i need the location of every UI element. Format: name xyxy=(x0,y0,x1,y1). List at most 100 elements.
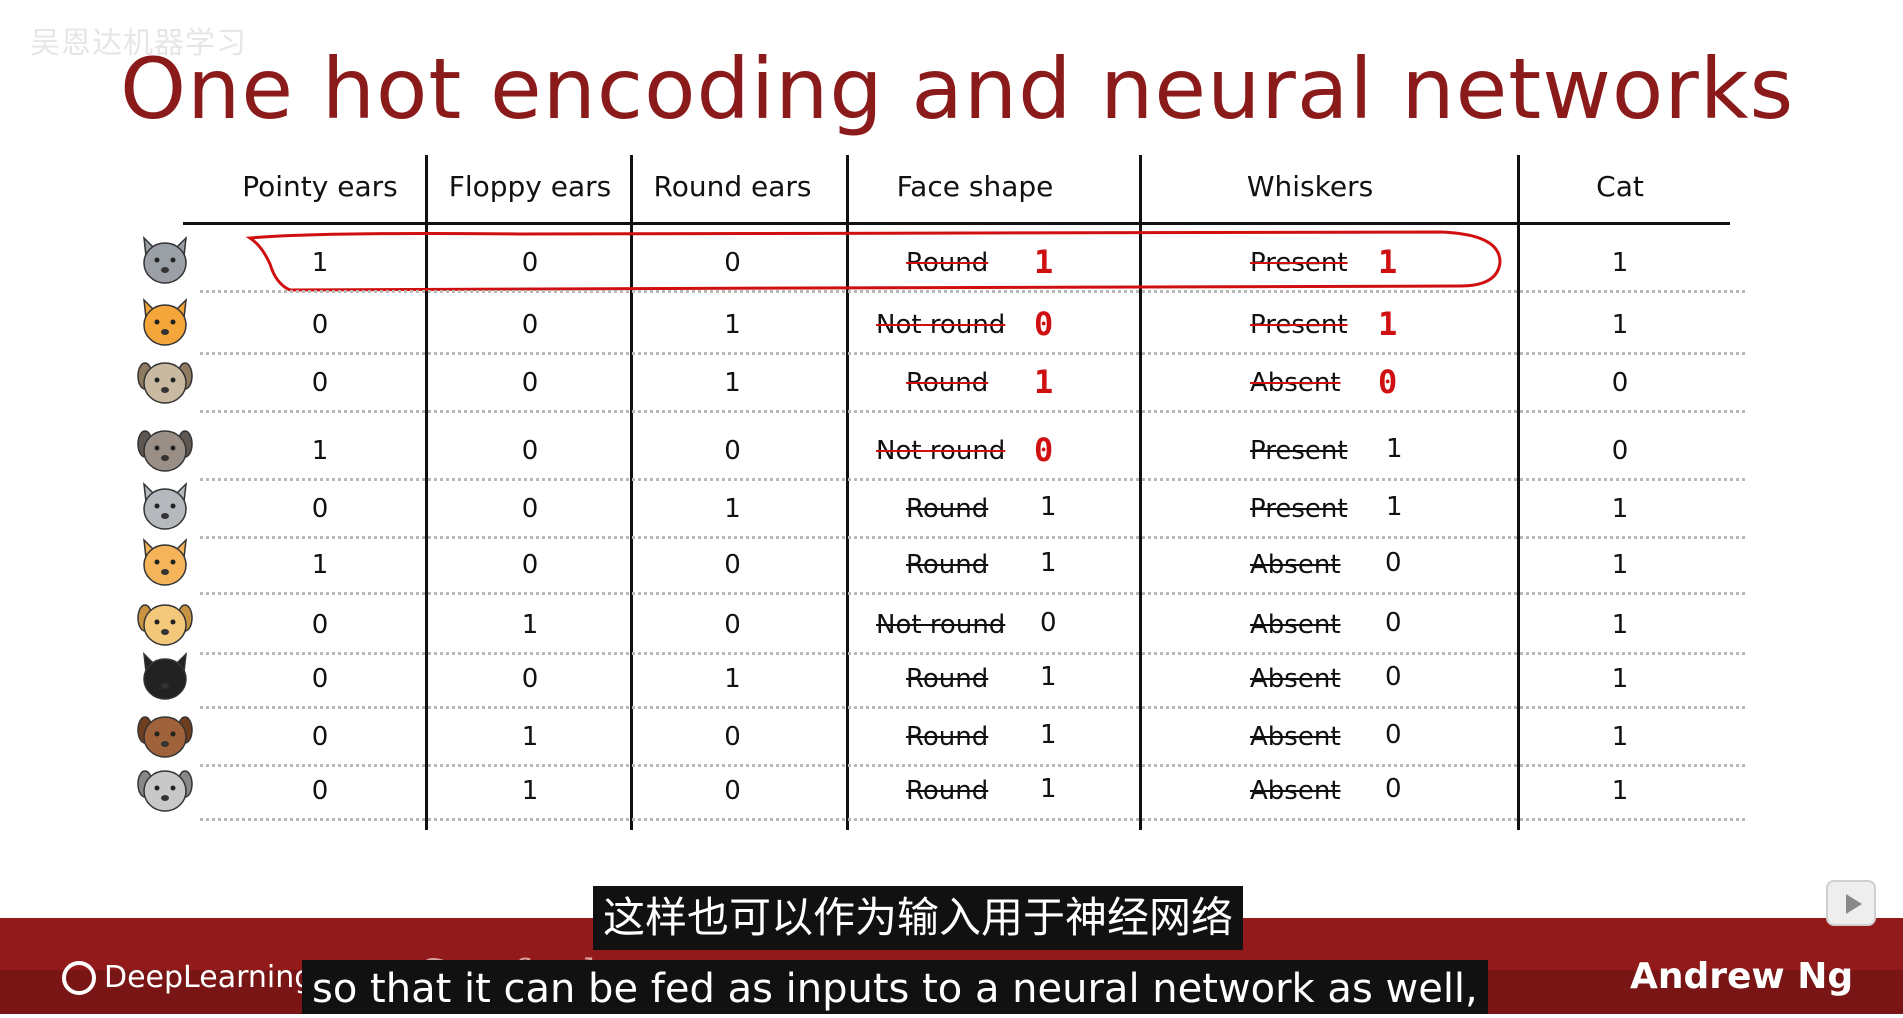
header-floppy-ears: Floppy ears xyxy=(448,170,612,203)
cat-gray-avatar-icon xyxy=(143,235,187,284)
cell-face-shape: Round xyxy=(906,776,989,806)
cell-whiskers: Present xyxy=(1250,248,1348,278)
cell-whiskers-onehot: 1 xyxy=(1378,305,1398,343)
cell-face-shape-onehot: 1 xyxy=(1040,720,1057,750)
dog-brown-avatar-icon xyxy=(137,716,193,758)
cat-tuxedo-avatar-icon xyxy=(143,651,187,700)
cell-face-shape: Round xyxy=(906,722,989,752)
cell-face-shape-onehot: 1 xyxy=(1040,774,1057,804)
cell-whiskers-onehot: 0 xyxy=(1385,720,1402,750)
cell-whiskers: Absent xyxy=(1250,776,1341,806)
cell-pointy: 1 xyxy=(311,550,329,580)
cell-floppy: 0 xyxy=(521,248,539,278)
cell-cat: 1 xyxy=(1611,722,1629,752)
cell-round: 0 xyxy=(724,436,741,466)
cell-round: 0 xyxy=(724,550,741,580)
cell-whiskers: Absent xyxy=(1250,722,1341,752)
cell-whiskers-onehot: 0 xyxy=(1378,363,1398,401)
header-whiskers: Whiskers xyxy=(1246,170,1374,203)
cell-whiskers-onehot: 0 xyxy=(1385,662,1402,692)
column-divider xyxy=(846,155,849,830)
column-divider xyxy=(630,155,633,830)
header-round-ears: Round ears xyxy=(653,170,812,203)
column-divider xyxy=(1139,155,1142,830)
cell-pointy: 0 xyxy=(311,722,329,752)
cell-face-shape-onehot: 1 xyxy=(1034,243,1054,281)
header-face-shape: Face shape xyxy=(896,170,1054,203)
cell-cat: 1 xyxy=(1611,494,1629,524)
cell-whiskers: Absent xyxy=(1250,664,1341,694)
cell-face-shape-onehot: 0 xyxy=(1034,305,1054,343)
cell-face-shape-onehot: 1 xyxy=(1040,492,1057,522)
slide-title: One hot encoding and neural networks xyxy=(120,40,1795,138)
cell-pointy: 0 xyxy=(311,664,329,694)
cell-whiskers: Absent xyxy=(1250,368,1341,398)
cell-pointy: 0 xyxy=(311,368,329,398)
cell-whiskers-onehot: 0 xyxy=(1385,548,1402,578)
play-icon[interactable] xyxy=(1826,880,1876,926)
cell-whiskers-onehot: 1 xyxy=(1386,492,1403,522)
cell-floppy: 0 xyxy=(521,310,539,340)
cell-pointy: 0 xyxy=(311,776,329,806)
cell-floppy: 1 xyxy=(521,722,539,752)
cell-face-shape: Not round xyxy=(876,310,1006,340)
cell-face-shape-onehot: 1 xyxy=(1040,662,1057,692)
cell-pointy: 0 xyxy=(311,310,329,340)
dog-pug-avatar-icon xyxy=(137,362,193,404)
cell-cat: 1 xyxy=(1611,610,1629,640)
cell-face-shape-onehot: 1 xyxy=(1034,363,1054,401)
row-separator xyxy=(200,536,1745,539)
row-separator xyxy=(200,478,1745,481)
cat-orange-avatar-icon xyxy=(143,297,187,346)
cell-face-shape: Round xyxy=(906,248,989,278)
cell-cat: 1 xyxy=(1611,550,1629,580)
dog-yellow-avatar-icon xyxy=(137,604,193,646)
row-separator xyxy=(200,592,1745,595)
cell-floppy: 0 xyxy=(521,550,539,580)
cell-floppy: 1 xyxy=(521,776,539,806)
cell-whiskers-onehot: 0 xyxy=(1385,774,1402,804)
cell-round: 0 xyxy=(724,248,741,278)
cell-cat: 0 xyxy=(1611,368,1629,398)
header-rule xyxy=(183,222,1730,225)
cell-round: 1 xyxy=(724,368,741,398)
cell-cat: 1 xyxy=(1611,248,1629,278)
column-divider xyxy=(425,155,428,830)
row-separator xyxy=(200,652,1745,655)
cell-face-shape: Round xyxy=(906,368,989,398)
cell-whiskers-onehot: 1 xyxy=(1386,434,1403,464)
deeplearning-logo-icon xyxy=(62,960,96,995)
cell-face-shape: Not round xyxy=(876,610,1006,640)
watermark: 吴恩达机器学习 xyxy=(30,26,247,61)
cell-round: 0 xyxy=(724,610,741,640)
cell-pointy: 1 xyxy=(311,248,329,278)
cell-round: 1 xyxy=(724,664,741,694)
cell-face-shape-onehot: 0 xyxy=(1034,431,1054,469)
cell-cat: 1 xyxy=(1611,310,1629,340)
cell-face-shape: Round xyxy=(906,664,989,694)
dog-gray-avatar-icon xyxy=(137,770,193,812)
cat-gray-2-avatar-icon xyxy=(143,481,187,530)
cell-pointy: 0 xyxy=(311,494,329,524)
cell-floppy: 0 xyxy=(521,436,539,466)
cell-whiskers: Present xyxy=(1250,436,1348,466)
subtitle-chinese: 这样也可以作为输入用于神经网络 xyxy=(593,886,1244,950)
cell-pointy: 1 xyxy=(311,436,329,466)
cell-cat: 1 xyxy=(1611,664,1629,694)
cell-whiskers: Absent xyxy=(1250,550,1341,580)
cell-face-shape: Round xyxy=(906,550,989,580)
row-separator xyxy=(200,410,1745,413)
row-separator xyxy=(200,290,1745,293)
cell-whiskers-onehot: 1 xyxy=(1378,243,1398,281)
row-separator xyxy=(200,352,1745,355)
presenter-name: Andrew Ng xyxy=(1630,956,1854,997)
cell-cat: 0 xyxy=(1611,436,1629,466)
row-separator xyxy=(200,818,1745,821)
cell-round: 0 xyxy=(724,722,741,752)
cell-face-shape: Round xyxy=(906,494,989,524)
header-cat: Cat xyxy=(1596,170,1644,203)
cell-pointy: 0 xyxy=(311,610,329,640)
cell-floppy: 0 xyxy=(521,494,539,524)
